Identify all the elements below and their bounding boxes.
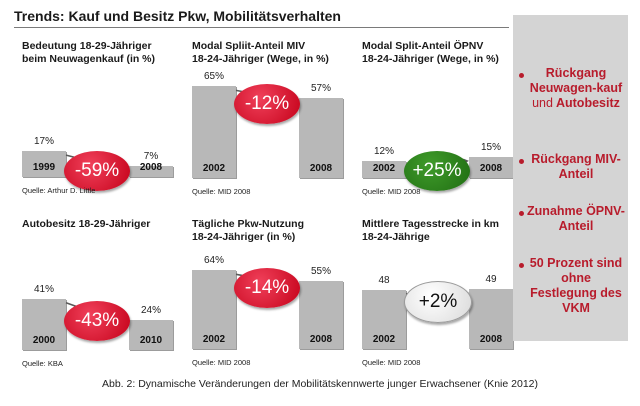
page-title: Trends: Kauf und Besitz Pkw, Mobilitätsv… (14, 8, 341, 24)
chart-title: Autobesitz 18-29-Jähriger (22, 218, 151, 230)
sidebar-item-miv: Rückgang MIV-Anteil (531, 152, 621, 181)
bar (362, 289, 406, 349)
chart-source: Quelle: MID 2008 (362, 358, 421, 367)
bar-category-label: 2008 (479, 334, 503, 345)
change-badge: -14% (234, 267, 300, 308)
bar-value-label: 15% (480, 141, 501, 153)
bar-category-label: 2002 (372, 163, 396, 174)
bar-category-label: 2000 (32, 335, 56, 346)
bar-category-label: 2008 (309, 163, 333, 174)
bar-value-label: 12% (373, 146, 394, 158)
sidebar-item-text: Rückgang Neuwagen-kauf (529, 66, 623, 95)
sidebar-item-neuwagenkauf: Rückgang Neuwagen-kauf und Autobesitz (527, 66, 625, 111)
bar (22, 151, 66, 177)
bar-category-label: 2002 (202, 334, 226, 345)
bar-category-label: 2008 (309, 334, 333, 345)
change-badge: +2% (404, 281, 472, 324)
sidebar-item-tail: Autobesitz (555, 96, 620, 110)
bar-value-label: 7% (143, 151, 159, 163)
bar-value-label: 41% (33, 283, 54, 295)
bar-value-label: 48 (378, 274, 390, 286)
chart-source: Quelle: MID 2008 (192, 358, 251, 367)
bar-value-label: 17% (33, 136, 54, 148)
bar (129, 320, 173, 350)
bar-category-label: 2002 (372, 334, 396, 345)
bar (362, 161, 406, 178)
chart-panel: Bedeutung 18-29-Jähriger beim Neuwagenka… (22, 40, 187, 208)
bullet-dot (519, 263, 524, 268)
chart-title: Modal Split-Anteil ÖPNV 18-24-Jähriger (… (362, 40, 499, 65)
chart-title: Bedeutung 18-29-Jähriger beim Neuwagenka… (22, 40, 156, 65)
change-badge: +25% (404, 150, 470, 191)
bar-value-label: 57% (310, 82, 331, 94)
chart-source: Quelle: MID 2008 (362, 187, 421, 196)
chart-panel: Mittlere Tagesstrecke in km 18-24-Jährig… (362, 218, 527, 386)
sidebar-item-connector: und (532, 96, 553, 110)
bar-category-label: 2010 (139, 335, 163, 346)
bar (299, 281, 343, 349)
change-badge: -59% (64, 150, 130, 191)
bar (129, 166, 173, 177)
title-rule (14, 27, 509, 28)
chart-panel: Modal Spliit-Anteil MIV 18-24-Jähriger (… (192, 40, 357, 208)
bar (192, 270, 236, 349)
bar-value-label: 24% (140, 305, 161, 316)
chart-source: Quelle: Arthur D. Little (22, 186, 96, 195)
bar (469, 156, 513, 178)
bullet-dot (519, 159, 524, 164)
bar (299, 97, 343, 178)
bar-category-label: 1999 (32, 162, 56, 173)
chart-source: Quelle: KBA (22, 359, 63, 368)
change-arrow (235, 89, 299, 104)
bar (22, 298, 66, 350)
bar (192, 86, 236, 178)
bullet-dot (519, 73, 524, 78)
chart-title: Modal Spliit-Anteil MIV 18-24-Jähriger (… (192, 40, 329, 65)
bar-category-label: 2008 (479, 163, 503, 174)
bar-value-label: 65% (203, 71, 224, 83)
sidebar-item-oepnv: Zunahme ÖPNV-Anteil (527, 204, 625, 233)
chart-title: Mittlere Tagesstrecke in km 18-24-Jährig… (362, 218, 499, 243)
bullet-dot (519, 211, 524, 216)
chart-title: Tägliche Pkw-Nutzung 18-24-Jähriger (in … (192, 218, 305, 243)
chart-source: Quelle: MID 2008 (192, 187, 251, 196)
change-badge: -43% (64, 301, 130, 342)
bar-category-label: 2008 (139, 162, 163, 173)
figure-caption: Abb. 2: Dynamische Veränderungen der Mob… (102, 378, 538, 390)
change-badge: -12% (234, 83, 300, 124)
bar-value-label: 55% (310, 266, 331, 278)
bar (469, 288, 513, 349)
chart-panel: Modal Split-Anteil ÖPNV 18-24-Jähriger (… (362, 40, 527, 208)
chart-panel: Autobesitz 18-29-Jähriger 2000 41% 2010 24% -… (22, 218, 187, 386)
chart-panel: Tägliche Pkw-Nutzung 18-24-Jähriger (in … (192, 218, 357, 386)
bar-value-label: 49 (485, 273, 497, 285)
summary-sidebar: Rückgang Neuwagen-kauf und Autobesitz Rü… (513, 15, 628, 341)
sidebar-item-vkm: 50 Prozent sind ohne Festlegung des VKM (529, 256, 623, 315)
bar-category-label: 2002 (202, 163, 226, 174)
bar-value-label: 64% (203, 255, 224, 267)
